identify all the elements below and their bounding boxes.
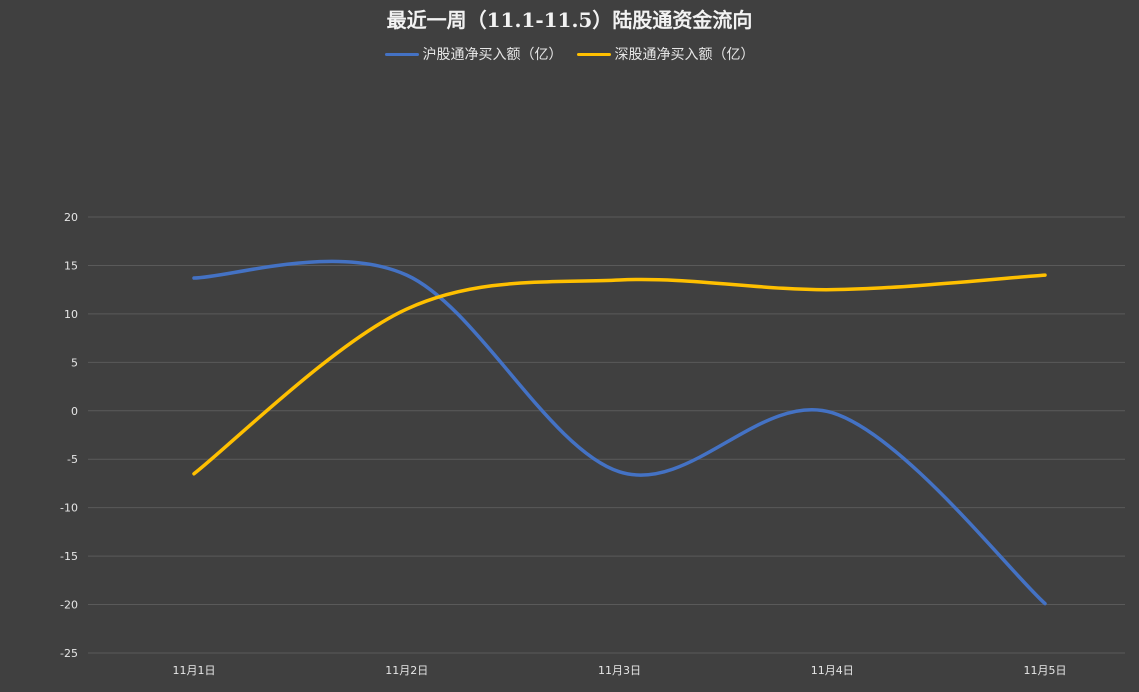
y-tick-label: -10	[60, 502, 78, 515]
x-tick-label: 11月4日	[811, 664, 854, 677]
chart-title: 最近一周（11.1-11.5）陆股通资金流向	[386, 8, 753, 32]
legend-swatch-sh	[384, 52, 419, 56]
y-tick-label: -5	[67, 453, 78, 466]
legend-entry-sz: 深股通净买入额（亿）	[576, 44, 755, 64]
legend-entry-sh: 沪股通净买入额（亿）	[384, 44, 563, 64]
y-tick-label: -25	[60, 647, 78, 660]
legend-label-sz: 深股通净买入额（亿）	[614, 47, 755, 63]
y-tick-label: -20	[60, 599, 78, 612]
legend: 沪股通净买入额（亿） 深股通净买入额（亿）	[0, 44, 1139, 64]
y-tick-label: -15	[60, 550, 78, 563]
x-tick-label: 11月3日	[598, 664, 641, 677]
y-tick-label: 15	[64, 259, 78, 272]
y-tick-label: 10	[64, 308, 78, 321]
series-line-0	[192, 259, 1047, 606]
series-line-1	[192, 273, 1047, 476]
legend-swatch-sz	[576, 52, 611, 56]
x-tick-label: 11月2日	[385, 664, 428, 677]
legend-label-sh: 沪股通净买入额（亿）	[422, 47, 563, 63]
y-tick-label: 5	[71, 356, 78, 369]
y-tick-label: 0	[71, 405, 78, 418]
x-tick-label: 11月5日	[1024, 664, 1067, 677]
y-tick-label: 20	[64, 211, 78, 224]
x-tick-label: 11月1日	[173, 664, 216, 677]
